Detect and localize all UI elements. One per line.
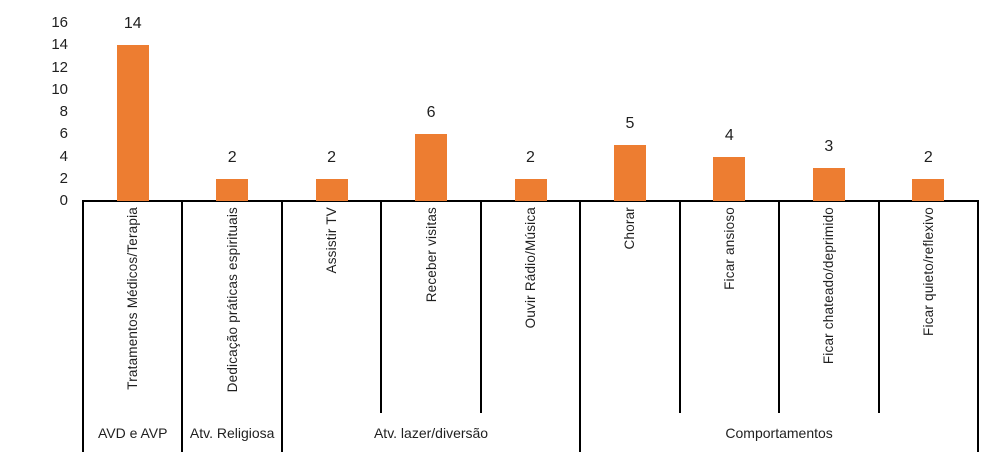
bar: [216, 178, 249, 201]
category-label: Ficar chateado/deprimido: [821, 207, 837, 365]
category-label-cell: Tratamentos Médicos/Terapia: [85, 207, 180, 411]
bar-value-label: 3: [824, 137, 834, 155]
category-divider-line: [380, 201, 383, 413]
category-label-cell: Receber visitas: [383, 207, 478, 411]
group-divider-line: [977, 201, 979, 452]
bar: [116, 45, 149, 201]
group-divider-line: [280, 201, 283, 452]
bar: [812, 167, 845, 201]
y-tick-label: 6: [59, 125, 68, 143]
y-tick-label: 14: [51, 36, 68, 54]
category-divider-line: [479, 201, 482, 413]
category-label-cell: Chorar: [582, 207, 677, 411]
bar-value-label: 2: [227, 148, 237, 166]
bar: [613, 145, 646, 201]
bar-value-label: 14: [123, 15, 142, 33]
category-label: Dedicação práticas espirituais: [224, 207, 240, 393]
group-label: Atv. lazer/diversão: [373, 425, 489, 441]
category-divider-line: [678, 201, 681, 413]
group-label: Atv. Religiosa: [189, 425, 275, 441]
category-label-cell: Ficar chateado/deprimido: [781, 207, 876, 411]
bar-value-label: 2: [526, 148, 535, 166]
category-label-cell: Dedicação práticas espirituais: [184, 207, 279, 411]
y-tick-label: 8: [59, 103, 68, 120]
bar: [713, 156, 746, 201]
category-label: Ouvir Rádio/Música: [522, 207, 538, 329]
y-tick-label: 2: [59, 169, 68, 187]
y-tick-label: 16: [51, 14, 68, 31]
category-label: Ficar ansioso: [721, 207, 737, 290]
bar: [315, 178, 348, 201]
category-label-cell: Assistir TV: [284, 207, 379, 411]
group-divider-line: [82, 201, 84, 452]
category-divider-line: [877, 201, 880, 413]
bar: [912, 178, 945, 201]
category-label: Chorar: [622, 207, 638, 250]
y-tick-label: 4: [59, 147, 68, 165]
category-label: Tratamentos Médicos/Terapia: [125, 207, 141, 390]
group-label: AVD e AVP: [97, 425, 168, 441]
bar-value-label: 6: [426, 104, 436, 122]
bar-value-label: 4: [724, 126, 734, 144]
x-axis-line: [82, 200, 979, 202]
bar-value-label: 5: [625, 115, 635, 133]
category-label: Assistir TV: [324, 207, 340, 274]
category-label: Ficar quieto/reflexivo: [920, 207, 936, 336]
category-label: Receber visitas: [423, 207, 439, 303]
y-tick-label: 0: [59, 192, 68, 209]
bar-value-label: 2: [327, 148, 337, 166]
bar-value-label: 2: [923, 148, 933, 166]
group-label: Comportamentos: [725, 425, 833, 441]
category-divider-line: [778, 201, 781, 413]
category-label-cell: Ficar quieto/reflexivo: [881, 207, 976, 411]
y-tick-label: 10: [51, 80, 68, 98]
bar: [415, 134, 448, 201]
category-label-cell: Ficar ansioso: [682, 207, 777, 411]
group-divider-line: [181, 201, 184, 452]
y-tick-label: 12: [51, 58, 68, 76]
group-divider-line: [579, 201, 582, 452]
bar: [514, 178, 547, 201]
category-label-cell: Ouvir Rádio/Música: [483, 207, 578, 411]
